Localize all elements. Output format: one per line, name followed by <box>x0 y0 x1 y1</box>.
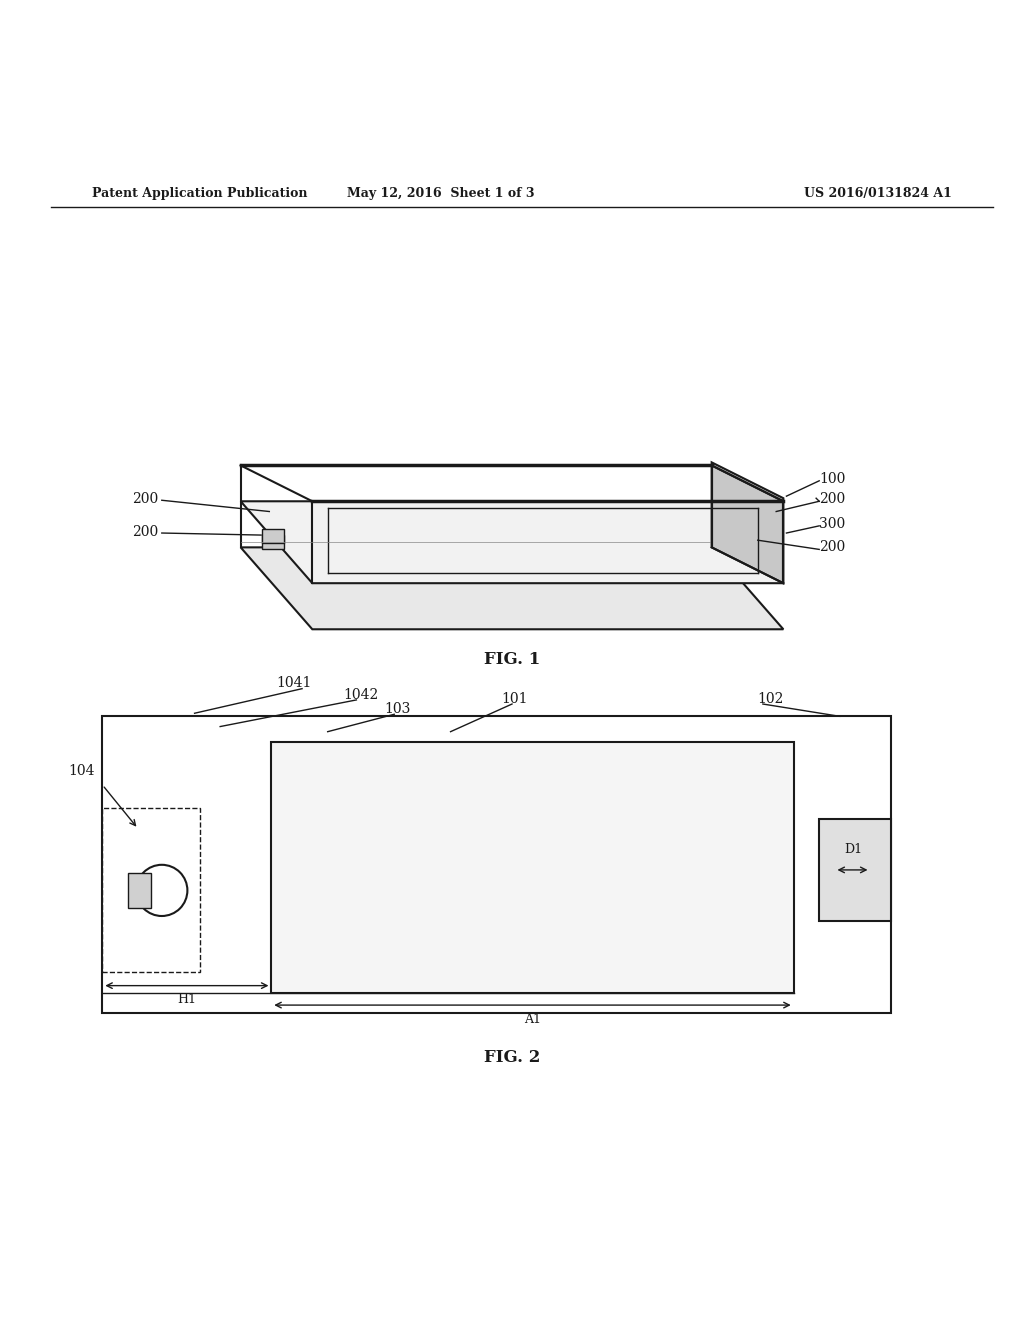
Text: A1: A1 <box>524 1012 541 1026</box>
Bar <box>262 535 285 549</box>
Text: 102: 102 <box>758 692 784 706</box>
Text: 1041: 1041 <box>276 676 312 689</box>
Circle shape <box>136 865 187 916</box>
Bar <box>102 717 891 1014</box>
Text: 300: 300 <box>819 517 846 531</box>
Text: H1: H1 <box>177 994 197 1006</box>
Text: D1: D1 <box>844 843 862 855</box>
Polygon shape <box>712 462 783 583</box>
Polygon shape <box>241 548 783 630</box>
Text: May 12, 2016  Sheet 1 of 3: May 12, 2016 Sheet 1 of 3 <box>346 186 535 199</box>
Text: 100: 100 <box>819 471 846 486</box>
Text: 200: 200 <box>819 492 846 507</box>
Bar <box>729 535 752 549</box>
Bar <box>271 742 794 993</box>
Bar <box>729 527 752 541</box>
Text: 200: 200 <box>132 492 159 507</box>
Text: 200: 200 <box>819 540 846 554</box>
Text: 200: 200 <box>132 525 159 539</box>
Text: 1042: 1042 <box>343 688 378 702</box>
Text: FIG. 1: FIG. 1 <box>484 652 540 668</box>
Bar <box>102 808 200 973</box>
Text: FIG. 2: FIG. 2 <box>483 1049 541 1065</box>
Text: 104: 104 <box>69 763 95 777</box>
Text: US 2016/0131824 A1: US 2016/0131824 A1 <box>805 186 952 199</box>
Text: 103: 103 <box>384 702 411 717</box>
Text: 101: 101 <box>502 692 528 706</box>
Bar <box>262 528 285 544</box>
Text: Patent Application Publication: Patent Application Publication <box>92 186 307 199</box>
Polygon shape <box>241 502 783 583</box>
Bar <box>128 873 151 908</box>
Bar <box>819 818 891 921</box>
